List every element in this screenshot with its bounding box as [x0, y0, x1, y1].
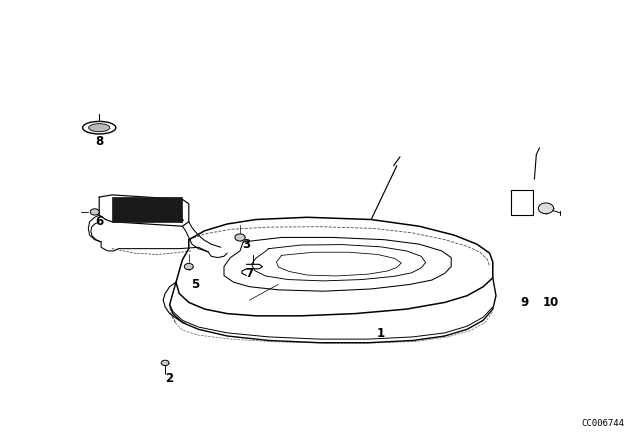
Text: 10: 10	[542, 296, 559, 309]
Text: 5: 5	[191, 278, 199, 291]
Circle shape	[90, 209, 99, 215]
Text: 1: 1	[377, 327, 385, 340]
Circle shape	[538, 203, 554, 214]
Text: 9: 9	[521, 296, 529, 309]
Circle shape	[184, 263, 193, 270]
Ellipse shape	[88, 124, 110, 132]
Polygon shape	[511, 190, 533, 215]
Text: 7: 7	[246, 267, 253, 280]
Text: 8: 8	[95, 134, 103, 148]
Polygon shape	[112, 197, 182, 222]
Text: 4: 4	[175, 213, 183, 226]
Circle shape	[235, 234, 245, 241]
Circle shape	[161, 360, 169, 366]
Text: CC006744: CC006744	[581, 419, 624, 428]
Text: 2: 2	[166, 372, 173, 385]
Text: 3: 3	[243, 237, 250, 251]
Text: 6: 6	[95, 215, 103, 228]
